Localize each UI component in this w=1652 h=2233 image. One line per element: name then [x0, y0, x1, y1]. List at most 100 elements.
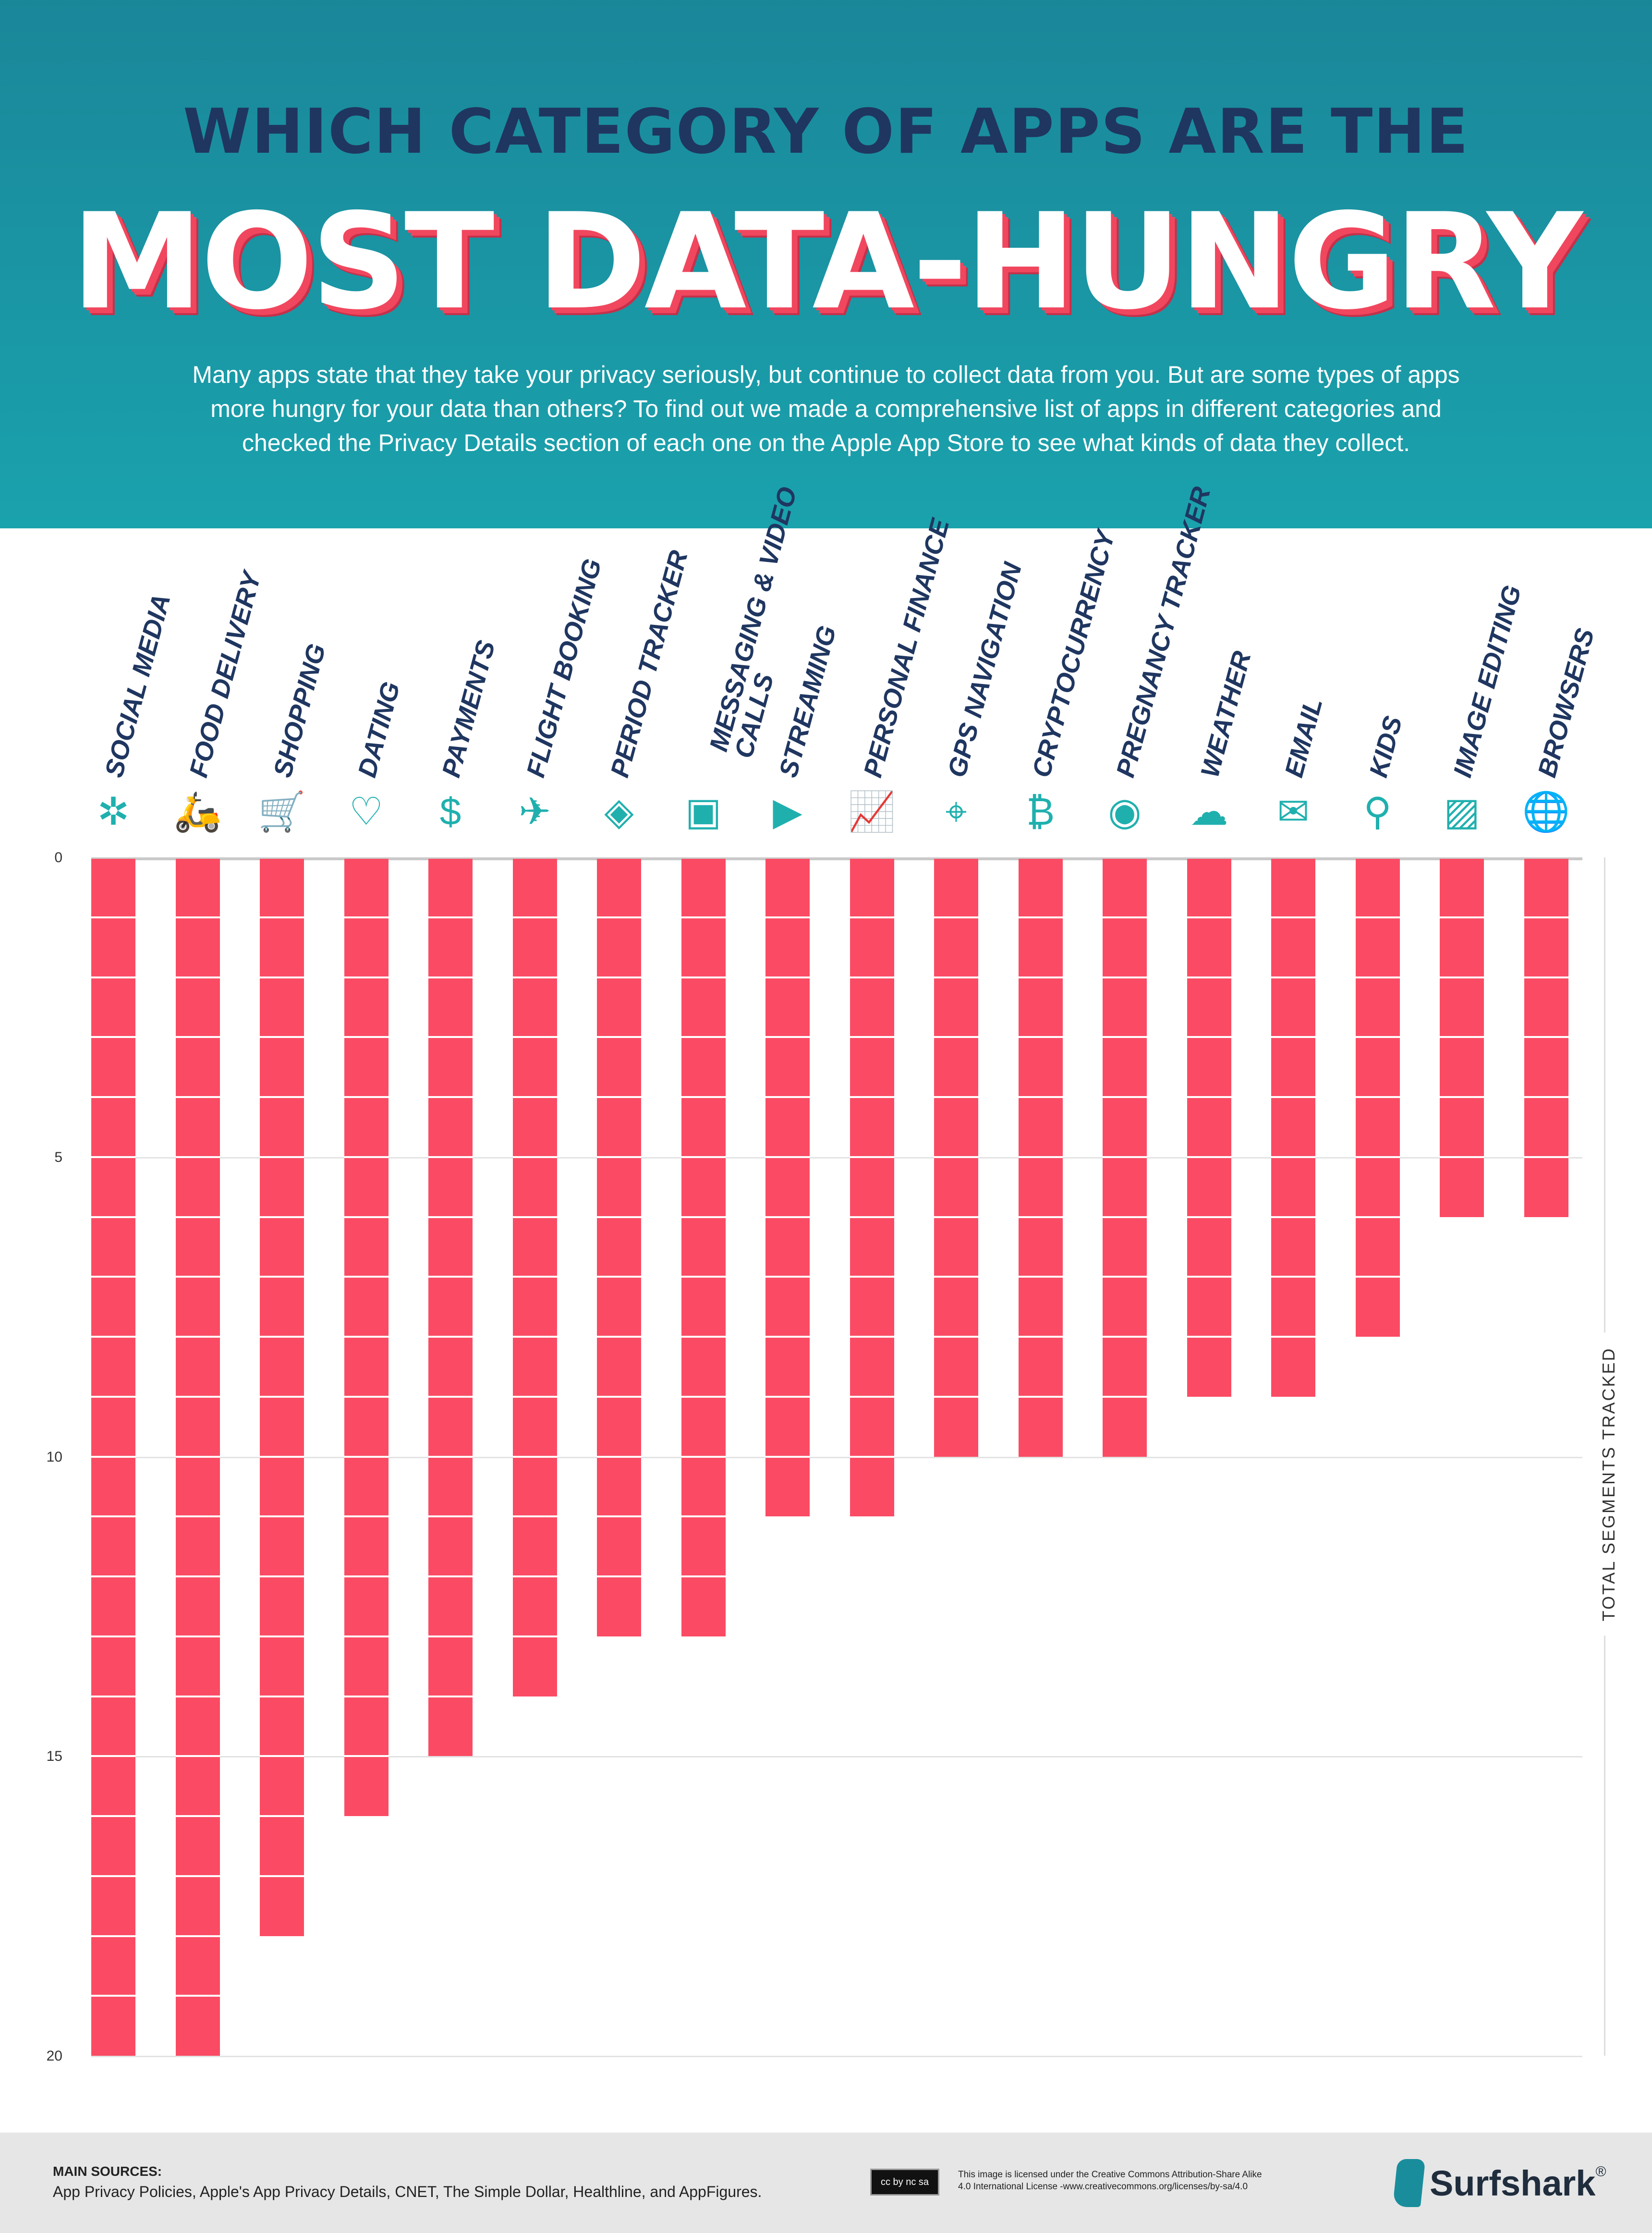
gridline	[91, 2056, 1582, 2057]
bar-segment-divider	[260, 1575, 304, 1577]
brand-name: Surfshark	[1430, 2163, 1596, 2203]
bar-segment-divider	[850, 1096, 894, 1098]
coins-icon: ₿	[1026, 790, 1055, 833]
bar-segment-divider	[1103, 1156, 1147, 1158]
bar-segment-divider	[1524, 1096, 1568, 1098]
hand-phone-dollar-icon: $	[439, 790, 462, 833]
bar-social-media	[91, 859, 135, 2056]
category-label: SOCIAL MEDIA	[99, 591, 176, 781]
category-label-line: BROWSERS	[1532, 625, 1600, 781]
bar-segment-divider	[512, 1455, 557, 1458]
category-label-line: DATING	[352, 679, 406, 781]
bar-segment-divider	[260, 1156, 304, 1158]
bar-weather	[1187, 859, 1231, 1397]
bar-segment-divider	[597, 1336, 641, 1338]
bar-segment-divider	[175, 1995, 220, 1997]
category-label-line: PERSONAL FINANCE	[858, 516, 955, 781]
bar-segment-divider	[597, 1515, 641, 1518]
bar-segment-divider	[91, 1515, 135, 1518]
bar-segment-divider	[850, 1036, 894, 1038]
registered-mark: ®	[1595, 2164, 1606, 2180]
title-line-2: MOST DATA-HUNGRY	[71, 185, 1583, 339]
bar-segment-divider	[1440, 976, 1484, 978]
bar-segment-divider	[934, 1216, 978, 1218]
bar-segment-divider	[765, 1216, 810, 1218]
bar-segment-divider	[1187, 1276, 1231, 1278]
bar-segment-divider	[91, 1395, 135, 1398]
bar-segment-divider	[1271, 1156, 1315, 1158]
bar-segment-divider	[1524, 1036, 1568, 1038]
bar-segment-divider	[681, 976, 726, 978]
tablet-plane-icon: ✈	[518, 790, 551, 833]
bar-segment-divider	[1018, 976, 1063, 978]
bar-segment-divider	[260, 1036, 304, 1038]
bar-dating	[344, 859, 389, 1816]
bar-segment-divider	[1271, 916, 1315, 918]
category-label-line: GPS NAVIGATION	[942, 559, 1028, 781]
bar-segment-divider	[1271, 1096, 1315, 1098]
intro-line: checked the Privacy Details section of e…	[242, 429, 1410, 456]
y-axis-label: TOTAL SEGMENTS TRACKED	[1599, 1332, 1619, 1636]
bar-segment-divider	[1103, 976, 1147, 978]
bar-segment-divider	[175, 1635, 220, 1637]
video-chat-icon: ▣	[685, 790, 722, 833]
bar-segment-divider	[260, 1336, 304, 1338]
bar-segment-divider	[765, 1336, 810, 1338]
bar-segment-divider	[91, 1815, 135, 1817]
bar-segment-divider	[512, 916, 557, 918]
bar-segment-divider	[428, 1695, 473, 1697]
globe-browser-icon: 🌐	[1522, 790, 1570, 833]
bar-segment-divider	[934, 1036, 978, 1038]
bar-segment-divider	[344, 1395, 389, 1398]
y-tick-label: 15	[46, 1748, 62, 1765]
bar-segment-divider	[1355, 1096, 1400, 1098]
intro-text: Many apps state that they take your priv…	[144, 358, 1508, 460]
bar-segment-divider	[344, 1156, 389, 1158]
bar-segment-divider	[260, 1815, 304, 1817]
bar-segment-divider	[1440, 1036, 1484, 1038]
bar-segment-divider	[1187, 916, 1231, 918]
phone-map-pin-icon: ⌖	[945, 790, 967, 833]
category-label: PREGNANCY TRACKER	[1111, 484, 1216, 781]
bar-segment-divider	[1103, 1336, 1147, 1338]
bar-segment-divider	[428, 1395, 473, 1398]
bar-segment-divider	[597, 1575, 641, 1577]
creative-commons-badge: cc by nc sa	[870, 2169, 939, 2196]
bar-segment-divider	[1355, 976, 1400, 978]
category-label-line: PREGNANCY TRACKER	[1111, 484, 1216, 781]
envelope-at-icon: ✉	[1277, 790, 1310, 833]
bar-segment-divider	[1271, 976, 1315, 978]
bar-segment-divider	[344, 976, 389, 978]
bar-segment-divider	[1018, 1216, 1063, 1218]
sources-heading: MAIN SOURCES:	[53, 2164, 162, 2179]
bar-segment-divider	[681, 1395, 726, 1398]
bar-segment-divider	[1355, 1156, 1400, 1158]
cart-icon: 🛒	[258, 790, 306, 833]
bar-segment-divider	[175, 1815, 220, 1817]
bar-segment-divider	[91, 1635, 135, 1637]
zero-baseline	[91, 857, 1582, 860]
title-line-1: WHICH CATEGORY OF APPS ARE THE	[183, 96, 1469, 168]
bar-segment-divider	[175, 1216, 220, 1218]
bar-browsers	[1524, 859, 1568, 1217]
bar-segment-divider	[597, 976, 641, 978]
bar-segment-divider	[260, 976, 304, 978]
bar-segment-divider	[428, 916, 473, 918]
surfshark-logo: Surfshark ®	[1392, 2159, 1606, 2207]
bar-segment-divider	[1440, 1156, 1484, 1158]
bar-segment-divider	[1018, 916, 1063, 918]
bar-segment-divider	[765, 1276, 810, 1278]
bar-segment-divider	[428, 1036, 473, 1038]
bar-segment-divider	[1355, 1216, 1400, 1218]
bar-messaging-video-calls	[681, 859, 726, 1636]
bar-segment-divider	[175, 976, 220, 978]
footer: MAIN SOURCES: App Privacy Policies, Appl…	[0, 2133, 1652, 2233]
header-banner: WHICH CATEGORY OF APPS ARE THE MOST DATA…	[0, 0, 1652, 528]
bar-shopping	[260, 859, 304, 1936]
bar-segment-divider	[681, 1216, 726, 1218]
bar-segment-divider	[765, 1156, 810, 1158]
network-icon: ✲	[97, 790, 130, 833]
bar-segment-divider	[681, 1515, 726, 1518]
bar-segment-divider	[1103, 1216, 1147, 1218]
category-label: EMAIL	[1279, 695, 1328, 781]
